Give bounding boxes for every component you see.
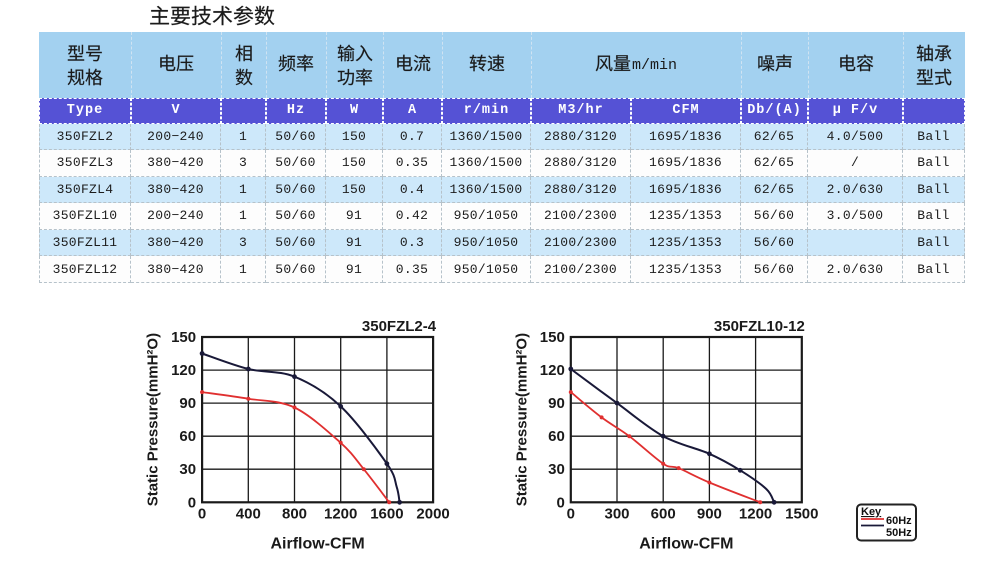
svg-text:2000: 2000 [416,505,449,522]
svg-text:60Hz: 60Hz [886,515,912,527]
svg-text:1500: 1500 [785,505,818,522]
svg-text:120: 120 [171,362,196,379]
svg-text:0: 0 [198,505,206,522]
svg-text:30: 30 [179,461,196,478]
svg-text:900: 900 [697,505,722,522]
svg-text:1600: 1600 [370,505,403,522]
svg-text:0: 0 [188,494,196,511]
svg-text:600: 600 [651,505,676,522]
svg-text:150: 150 [171,329,196,346]
svg-text:Static Pressure(mmH²O): Static Pressure(mmH²O) [513,333,530,506]
svg-text:50Hz: 50Hz [886,527,912,539]
svg-text:30: 30 [548,461,565,478]
svg-text:0: 0 [556,494,564,511]
svg-text:350FZL10-12: 350FZL10-12 [714,318,805,335]
svg-text:350FZL2-4: 350FZL2-4 [362,318,437,335]
svg-text:120: 120 [540,362,565,379]
svg-text:1200: 1200 [739,505,772,522]
svg-text:90: 90 [548,395,565,412]
svg-text:150: 150 [540,329,565,346]
svg-text:60: 60 [548,428,565,445]
svg-text:Airflow-CFM: Airflow-CFM [639,535,733,552]
svg-text:60: 60 [179,428,196,445]
svg-text:0: 0 [567,505,575,522]
svg-text:Static Pressure(mmH²O): Static Pressure(mmH²O) [145,333,162,506]
svg-text:Key: Key [861,506,882,518]
svg-text:Airflow-CFM: Airflow-CFM [270,535,364,552]
svg-text:1200: 1200 [324,505,357,522]
svg-text:400: 400 [236,505,261,522]
svg-text:300: 300 [604,505,629,522]
svg-text:800: 800 [282,505,307,522]
svg-text:90: 90 [179,395,196,412]
